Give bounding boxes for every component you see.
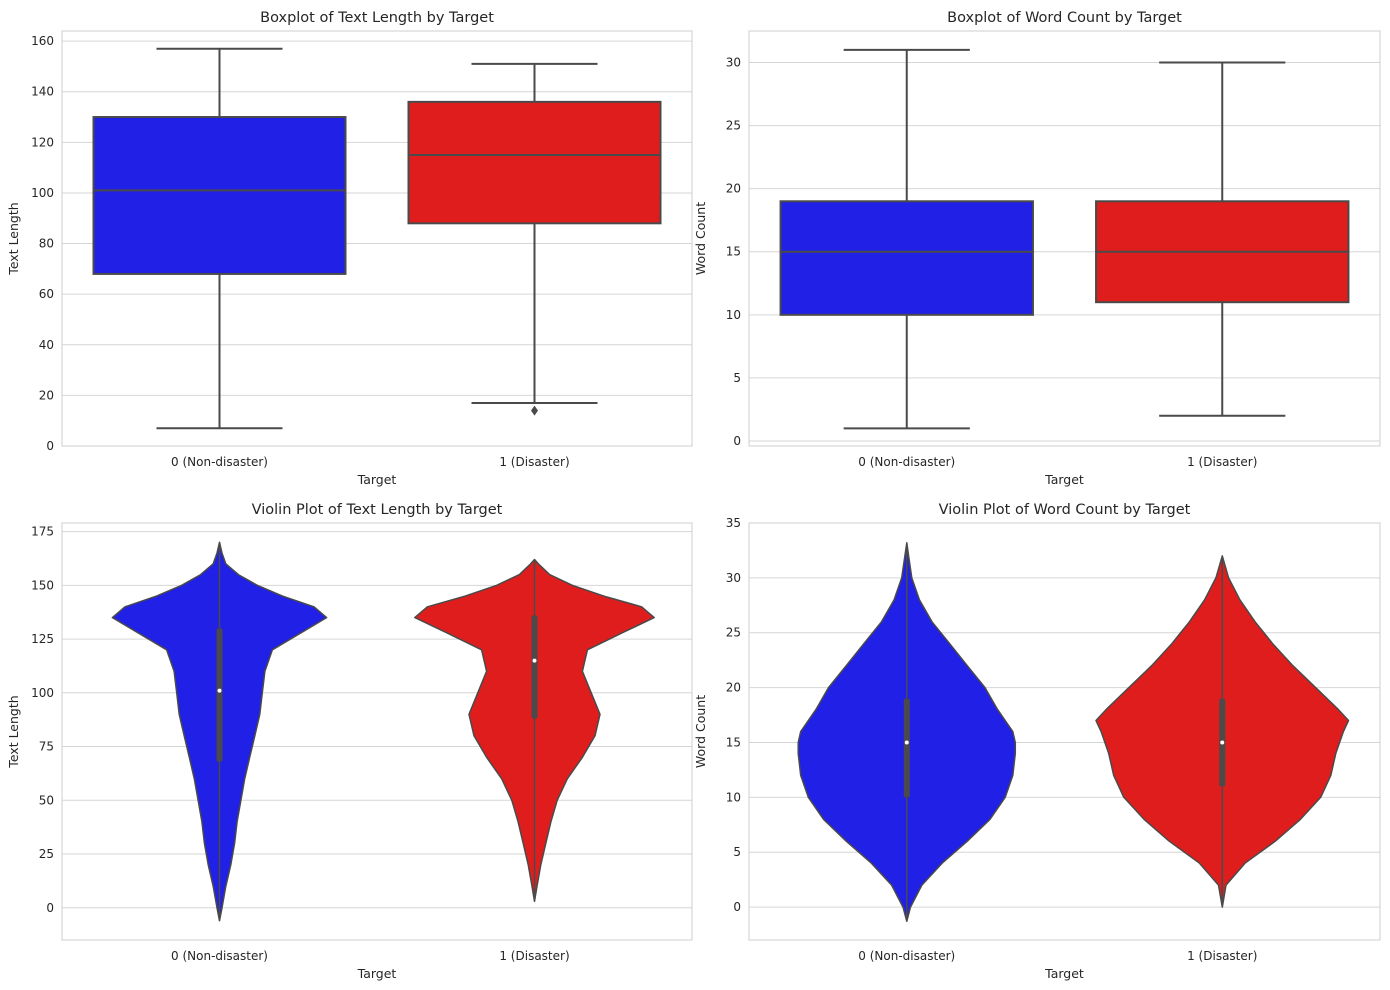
y-tick-label: 120 (31, 135, 54, 149)
y-tick-label: 175 (31, 525, 54, 539)
x-tick-label: 0 (Non-disaster) (171, 949, 268, 963)
y-tick-label: 100 (31, 686, 54, 700)
axes-frame (61, 30, 693, 447)
y-tick-label: 15 (726, 735, 741, 749)
y-tick-label: 20 (39, 388, 54, 402)
y-tick-label: 20 (726, 182, 741, 196)
chart-title: Violin Plot of Word Count by Target (939, 502, 1191, 518)
chart-panel-2: 0 5 10 15 20 25 30 0 (Non-disaster) 1 (Disaster)… (693, 10, 1381, 487)
y-tick-label: 50 (39, 793, 54, 807)
y-tick-label: 25 (726, 626, 741, 640)
y-tick-label: 0 (46, 439, 54, 453)
y-tick-label: 35 (726, 516, 741, 530)
box-1 (779, 200, 1034, 316)
violin-median-dot (904, 740, 909, 745)
y-axis-label: Word Count (693, 202, 708, 275)
y-tick-label: 0 (733, 434, 741, 448)
y-tick-label: 80 (39, 237, 54, 251)
chart-panel-4: 0 5 10 15 20 25 30 35 0 (Non-disaster) 1 (Disaste… (693, 502, 1381, 981)
violin-iqr-bar (216, 628, 223, 762)
violin-iqr-bar (531, 615, 538, 719)
y-tick-label: 10 (726, 790, 741, 804)
y-tick-label: 160 (31, 34, 54, 48)
y-tick-label: 150 (31, 578, 54, 592)
y-tick-label: 25 (726, 119, 741, 133)
violin-median-dot (532, 658, 537, 663)
y-tick-label: 0 (46, 901, 54, 915)
y-tick-label: 60 (39, 287, 54, 301)
y-tick-label: 5 (733, 371, 741, 385)
y-tick-label: 30 (726, 56, 741, 70)
chart-title: Boxplot of Word Count by Target (947, 10, 1182, 26)
y-tick-label: 5 (733, 845, 741, 859)
x-axis-label: Target (357, 966, 397, 981)
y-tick-label: 30 (726, 571, 741, 585)
x-tick-label: 0 (Non-disaster) (858, 949, 955, 963)
y-tick-label: 20 (726, 681, 741, 695)
y-tick-label: 15 (726, 245, 741, 259)
y-tick-label: 10 (726, 308, 741, 322)
x-tick-label: 0 (Non-disaster) (171, 455, 268, 469)
chart-title: Violin Plot of Text Length by Target (252, 502, 503, 518)
chart-panel-3: 0 25 50 75 100 125 150 175 0 (Non-disaster) 1 (Di… (6, 502, 693, 981)
x-tick-label: 1 (Disaster) (499, 455, 569, 469)
y-tick-label: 140 (31, 85, 54, 99)
y-axis-label: Word Count (693, 695, 708, 768)
x-tick-label: 1 (Disaster) (499, 949, 569, 963)
y-tick-label: 125 (31, 632, 54, 646)
y-axis-label: Text Length (6, 695, 21, 768)
violin-median-dot (217, 688, 222, 693)
y-tick-label: 25 (39, 847, 54, 861)
violin-median-dot (1220, 740, 1225, 745)
x-tick-label: 1 (Disaster) (1187, 949, 1257, 963)
x-axis-label: Target (1044, 472, 1084, 487)
box-1 (92, 116, 347, 275)
violin-iqr-bar (903, 698, 910, 798)
x-axis-label: Target (357, 472, 397, 487)
axes-frame (748, 522, 1381, 941)
x-tick-label: 0 (Non-disaster) (858, 455, 955, 469)
y-tick-label: 40 (39, 338, 54, 352)
y-tick-label: 0 (733, 900, 741, 914)
axes-frame (61, 522, 693, 941)
y-axis-label: Text Length (6, 202, 21, 275)
y-tick-label: 75 (39, 740, 54, 754)
x-axis-label: Target (1044, 966, 1084, 981)
outlier-point (531, 405, 538, 416)
box-2 (407, 100, 662, 225)
chart-panel-1: 0 20 40 60 80 100 120 140 160 0 (Non-disaster) 1 (… (6, 10, 693, 487)
y-tick-label: 100 (31, 186, 54, 200)
axes-frame (748, 30, 1381, 447)
x-tick-label: 1 (Disaster) (1187, 455, 1257, 469)
chart-title: Boxplot of Text Length by Target (260, 10, 494, 26)
